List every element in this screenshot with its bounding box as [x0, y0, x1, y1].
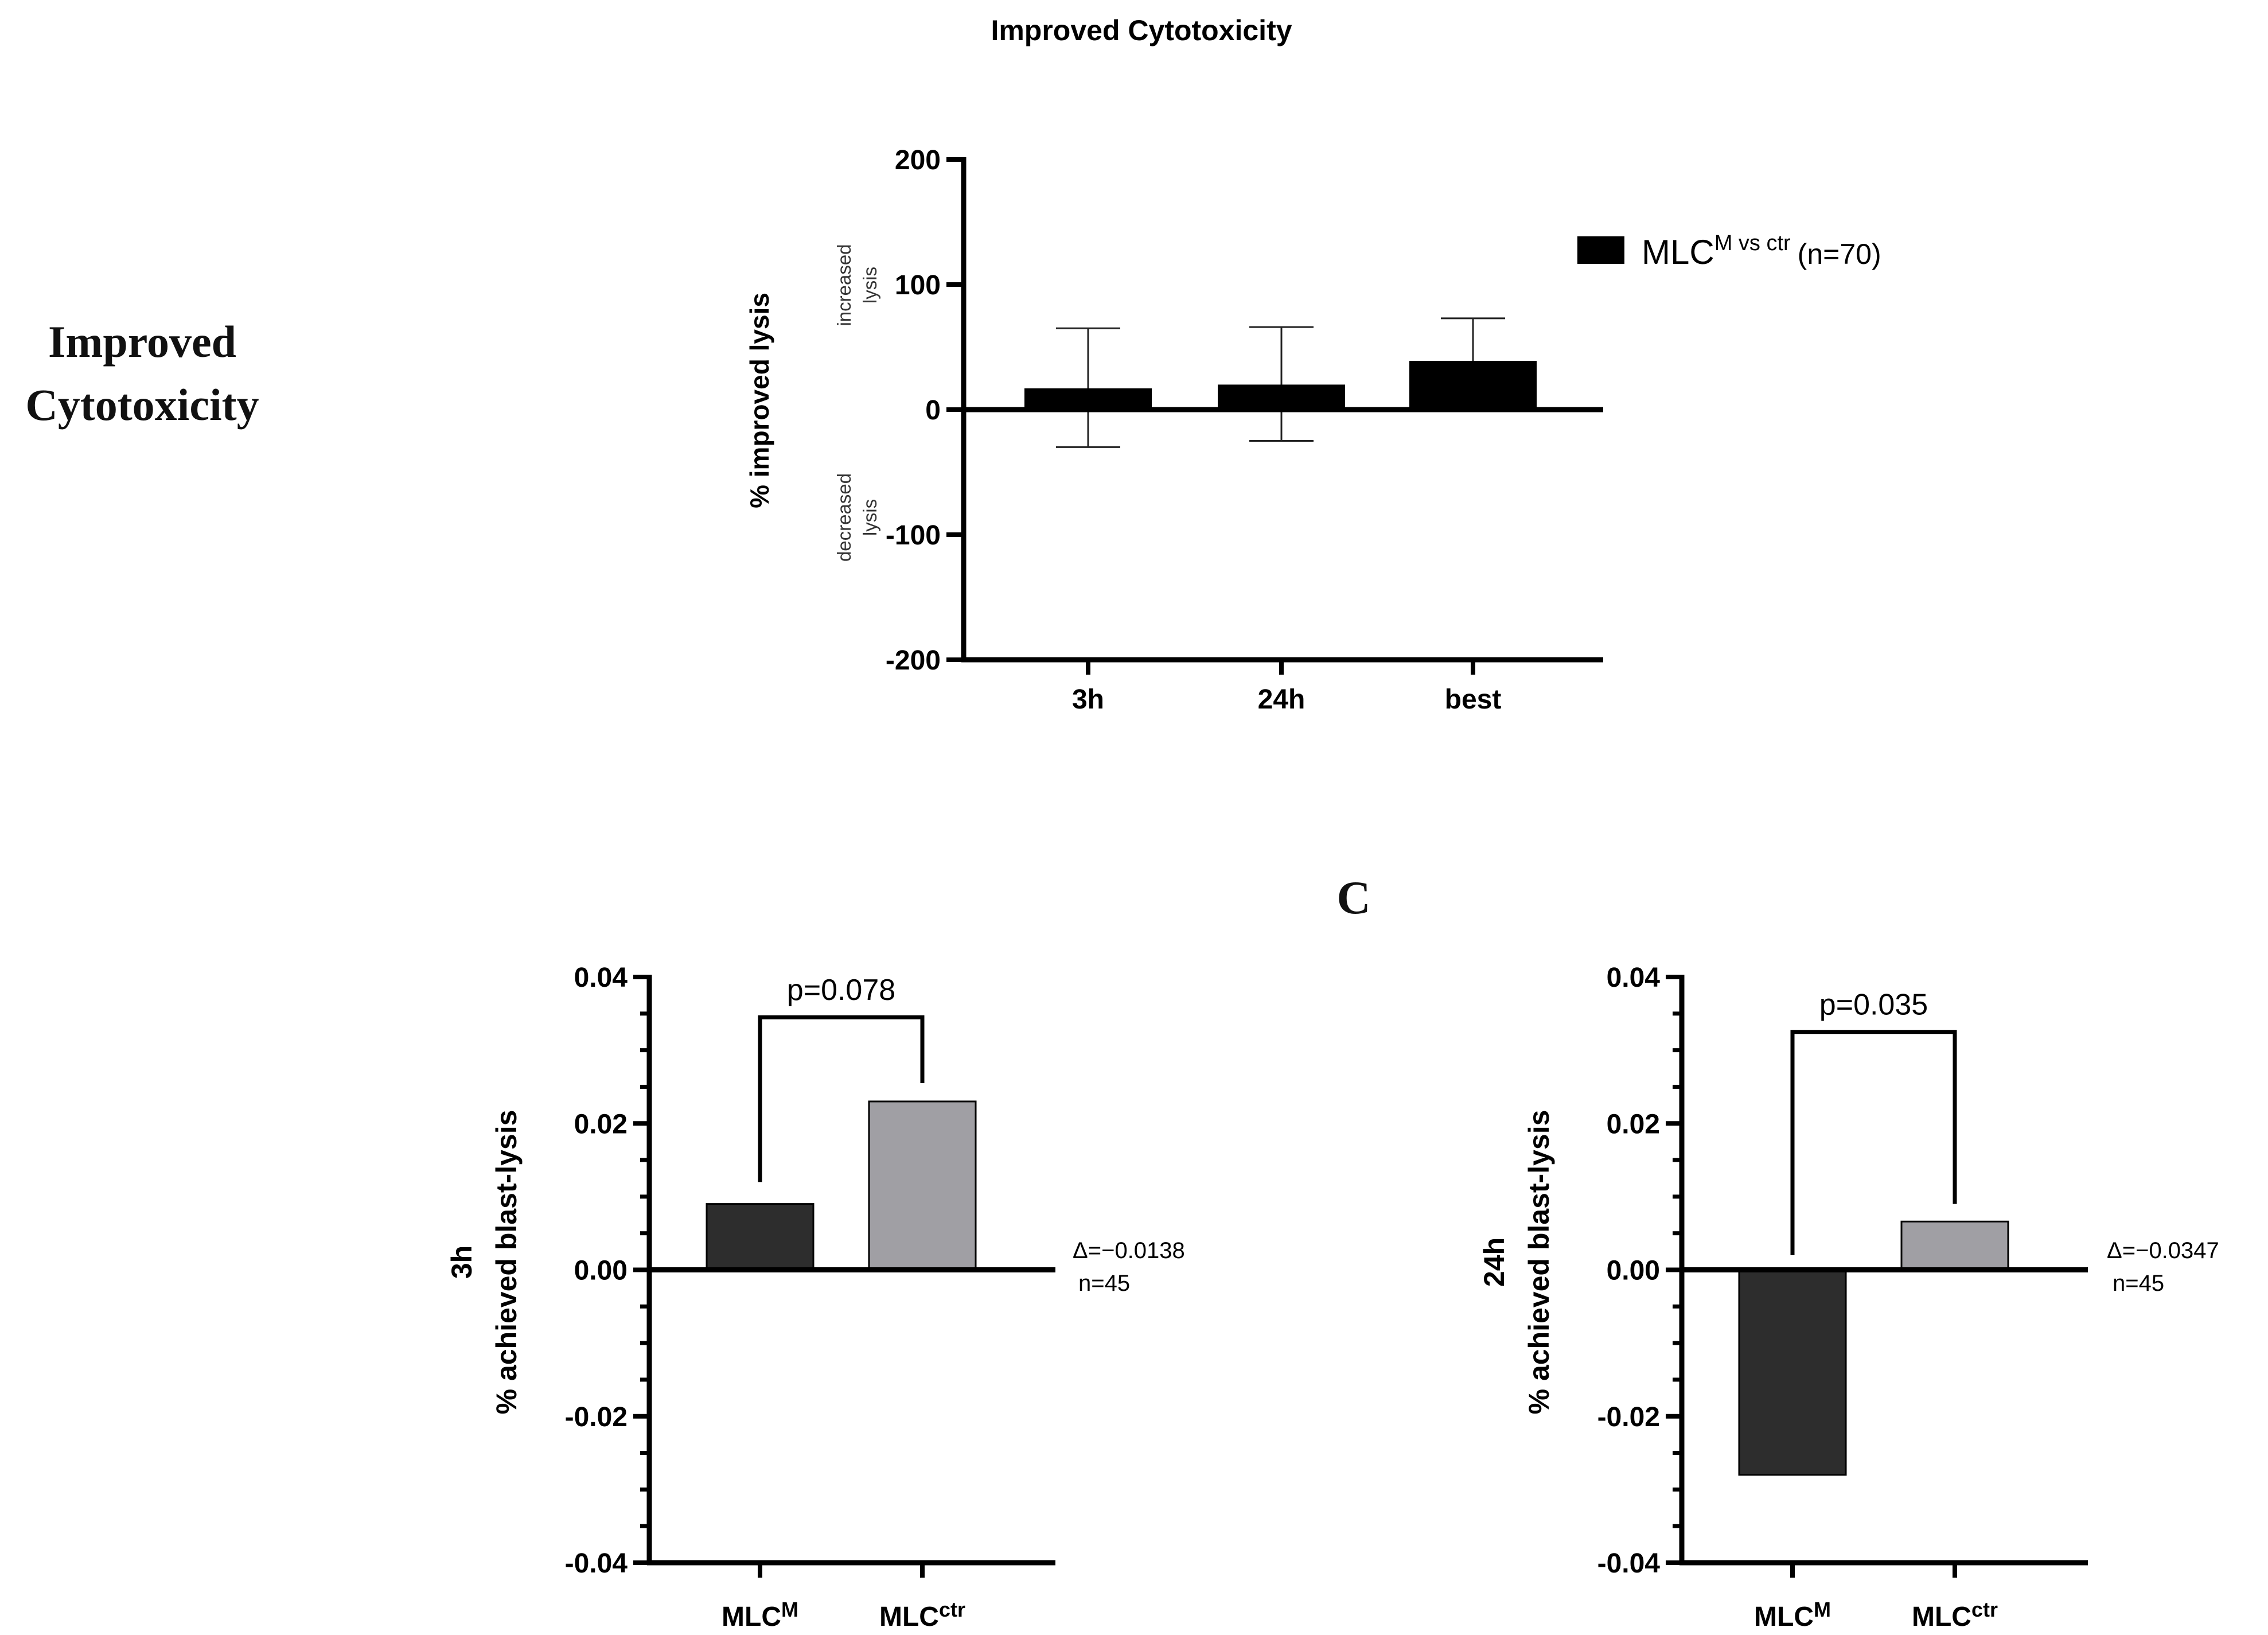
x-tick-label-sup: ctr — [1971, 1598, 1998, 1621]
p-value-label: p=0.078 — [787, 974, 895, 1007]
y-tick-label: -100 — [886, 520, 941, 551]
y-axis-label-timepoint: 24h — [1478, 1237, 1510, 1287]
bar — [706, 1203, 815, 1271]
x-tick-label: 24h — [1258, 684, 1306, 715]
y-tick-label: 0 — [925, 395, 941, 426]
legend: MLCM vs ctr (n=70) — [1577, 231, 1881, 271]
y-axis-label: % improved lysis — [745, 293, 774, 508]
y-axis-label: % achieved blast-lysis — [490, 1110, 523, 1415]
y-tick-label: -0.04 — [565, 1548, 628, 1579]
y-tick-label: 100 — [895, 270, 941, 301]
bar — [1900, 1220, 2009, 1271]
significance-bracket — [1790, 1030, 1957, 1255]
legend-swatch — [1577, 236, 1624, 264]
y-tick-label: 0.02 — [574, 1109, 628, 1139]
x-tick-label: MLCctr — [879, 1598, 965, 1632]
x-tick-label-main: MLC — [1754, 1602, 1814, 1632]
decreased-annotation-line1: decreased — [833, 473, 855, 562]
y-tick-label: 0.04 — [1607, 963, 1661, 993]
n-annotation: n=45 — [1078, 1271, 1130, 1296]
n-annotation: n=45 — [2113, 1271, 2164, 1296]
x-tick-label: MLCM — [722, 1598, 798, 1632]
bar — [1218, 384, 1345, 410]
side-label-line1: Improved — [48, 317, 236, 367]
improved-cytotoxicity-chart: Improved Cytotoxicity % improved lysis i… — [745, 14, 1881, 715]
x-tick-label: MLCM — [1754, 1598, 1831, 1632]
blast-lysis-24h-chart: 24h % achieved blast-lysis -0.04 -0.02 0.0… — [1478, 963, 2219, 1632]
significance-bracket — [758, 1015, 925, 1182]
legend-label: MLCM vs ctr (n=70) — [1642, 231, 1881, 271]
side-label-line2: Cytotoxicity — [25, 380, 259, 430]
y-tick-label: -0.02 — [565, 1402, 628, 1432]
x-tick-label-sup: M — [1814, 1598, 1831, 1621]
legend-series-sup: M vs ctr — [1714, 231, 1791, 255]
bar — [1024, 388, 1152, 410]
p-value-label: p=0.035 — [1819, 988, 1928, 1022]
x-tick-label-main: MLC — [1912, 1602, 1971, 1632]
x-tick-label-main: MLC — [722, 1602, 781, 1632]
x-tick-label-main: MLC — [879, 1602, 939, 1632]
y-tick-label: 0.04 — [574, 963, 628, 993]
chart-title: Improved Cytotoxicity — [991, 14, 1292, 46]
x-tick-label-sup: ctr — [939, 1598, 965, 1621]
increased-annotation-line1: increased — [833, 244, 855, 326]
y-tick-label: 0.02 — [1607, 1109, 1660, 1139]
y-axis-label: % achieved blast-lysis — [1523, 1110, 1555, 1415]
x-tick-label-sup: M — [781, 1598, 798, 1621]
x-tick-label: best — [1445, 684, 1502, 715]
y-tick-label: 0.00 — [1607, 1256, 1660, 1286]
y-tick-label: -200 — [886, 645, 941, 676]
panel-letter: C — [1336, 871, 1370, 924]
bar — [1409, 360, 1537, 410]
x-tick-label: 3h — [1072, 684, 1104, 715]
bar — [1738, 1269, 1847, 1476]
delta-annotation: Δ=−0.0347 — [2107, 1238, 2219, 1263]
y-tick-label: 0.00 — [574, 1256, 628, 1286]
bar — [868, 1100, 977, 1271]
y-tick-label: -0.04 — [1597, 1548, 1661, 1579]
y-axis-label-timepoint: 3h — [446, 1245, 478, 1279]
y-tick-label: -0.02 — [1597, 1402, 1660, 1432]
legend-series-name: MLC — [1642, 233, 1714, 271]
x-tick-label: MLCctr — [1912, 1598, 1998, 1632]
increased-annotation-line2: lysis — [859, 267, 880, 303]
blast-lysis-3h-chart: 3h % achieved blast-lysis -0.04 -0.02 0.00… — [446, 963, 1185, 1632]
legend-series-suffix: (n=70) — [1798, 238, 1881, 270]
delta-annotation: Δ=−0.0138 — [1073, 1238, 1185, 1263]
decreased-annotation-line2: lysis — [859, 499, 880, 536]
y-tick-label: 200 — [895, 145, 941, 176]
